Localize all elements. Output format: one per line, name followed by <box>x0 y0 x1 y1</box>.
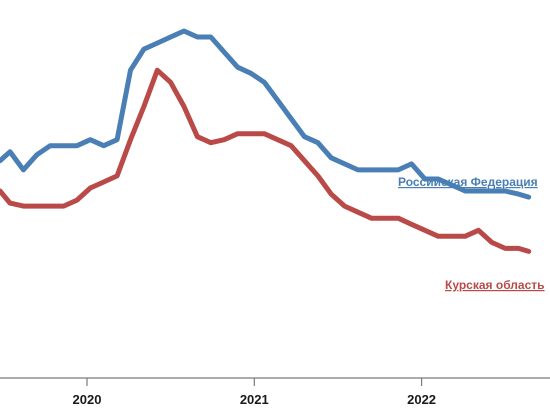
series-labels: Российская Федерация Курская область <box>398 175 545 292</box>
x-tick-label: 2021 <box>240 392 269 407</box>
series-label-kursk: Курская область <box>445 278 545 292</box>
x-tick-label: 2022 <box>407 392 436 407</box>
x-tick-label: 2020 <box>73 392 102 407</box>
series-label-russia: Российская Федерация <box>398 175 538 189</box>
x-axis-ticks: 2020 2021 2022 <box>73 378 436 407</box>
series-lines <box>0 28 532 254</box>
series-line-1 <box>0 67 532 254</box>
series-line-0 <box>0 28 532 200</box>
